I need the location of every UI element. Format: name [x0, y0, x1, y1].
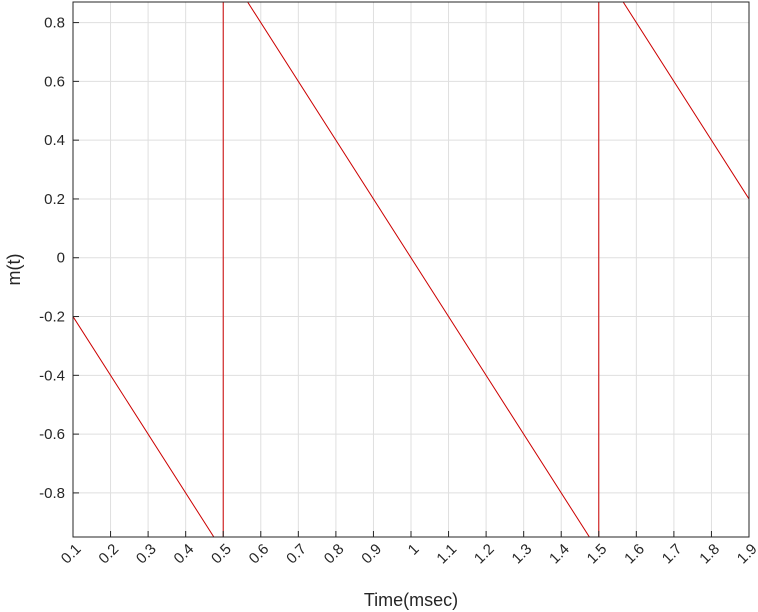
x-tick-label: 1.8 — [696, 541, 723, 568]
y-tick-label: -0.4 — [39, 367, 65, 384]
y-tick-label: -0.6 — [39, 426, 65, 443]
x-tick-label: 0.8 — [321, 541, 348, 568]
x-tick-label: 0.9 — [358, 541, 385, 568]
x-tick-label: 1.7 — [659, 541, 686, 568]
x-tick-label: 1.3 — [509, 541, 536, 568]
x-axis: 0.1 0.2 0.3 0.4 0.5 0.6 0.7 0.8 0.9 1 1.1 1.2 1.3 1.4… — [58, 531, 758, 567]
y-tick-label: 0.8 — [44, 15, 65, 32]
x-tick-label: 1.1 — [433, 541, 460, 568]
x-tick-label: 0.7 — [283, 541, 310, 568]
x-tick-label: 1.6 — [621, 541, 648, 568]
y-tick-label: -0.2 — [39, 309, 65, 326]
x-tick-label: 0.5 — [208, 541, 235, 568]
x-tick-label: 0.6 — [246, 541, 273, 568]
x-tick-label: 0.2 — [95, 541, 122, 568]
x-tick-label: 1.4 — [546, 541, 573, 568]
x-tick-label: 1.5 — [584, 541, 611, 568]
x-tick-label: 1.2 — [471, 541, 498, 568]
y-tick-label: 0 — [57, 250, 65, 267]
y-tick-label: 0.6 — [44, 73, 65, 90]
x-tick-label: 1.9 — [734, 541, 758, 568]
y-tick-label: -0.8 — [39, 485, 65, 502]
x-axis-title: Time(msec) — [364, 590, 458, 610]
y-axis: 0.8 0.6 0.4 0.2 0 -0.2 -0.4 -0.6 -0.8 — [39, 15, 79, 502]
x-tick-label: 0.3 — [133, 541, 160, 568]
series-line — [73, 2, 749, 537]
plot-area — [73, 2, 749, 537]
x-tick-label: 0.1 — [58, 541, 85, 568]
y-tick-label: 0.2 — [44, 191, 65, 208]
y-axis-title: m(t) — [4, 254, 24, 286]
x-tick-label: 1 — [405, 541, 423, 559]
x-tick-label: 0.4 — [171, 541, 198, 568]
y-tick-label: 0.4 — [44, 132, 65, 149]
grid — [72, 2, 750, 537]
